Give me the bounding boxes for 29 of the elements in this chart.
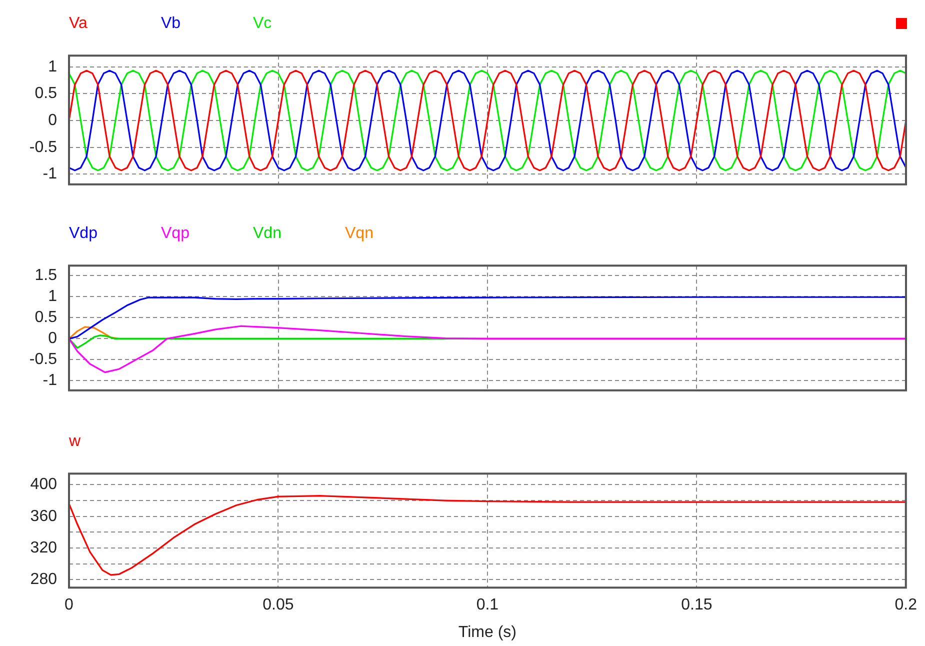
x-tick-label: 0.15 [681, 596, 712, 614]
y-tick-label: 1 [48, 288, 58, 306]
y-tick-label: 0 [48, 330, 58, 348]
text: w [69, 432, 82, 452]
y-tick-label: -0.5 [29, 351, 58, 368]
y-tick-label: 320 [30, 539, 58, 556]
y-tick-label: 0.5 [34, 309, 58, 326]
y-tick-label: 280 [30, 571, 58, 588]
x-tick-label: 0.1 [476, 596, 499, 614]
text: Vb [161, 14, 182, 34]
text: Vqp [161, 224, 190, 244]
y-tick-label: 1.5 [34, 267, 58, 284]
y-tick-label: -1 [42, 372, 58, 390]
y-tick-label: 0 [48, 112, 58, 129]
y-tick-label: 400 [30, 476, 58, 494]
y-tick-label: 0.5 [34, 85, 58, 102]
y-tick-label: 360 [30, 508, 58, 525]
text: Vdn [253, 224, 282, 244]
x-tick-label: 0.05 [262, 596, 294, 614]
text: Vc [253, 14, 273, 34]
y-tick-label: -1 [42, 166, 58, 183]
text: Vqn [345, 224, 374, 244]
y-tick-label: -0.5 [29, 138, 58, 156]
x-tick-label: 0.2 [894, 596, 918, 614]
y-tick-label: 1 [48, 58, 58, 76]
text: Vdp [69, 224, 98, 244]
x-axis-title: Time (s) [458, 624, 516, 641]
text: Va [69, 14, 88, 34]
x-tick-label: 0 [64, 596, 74, 614]
